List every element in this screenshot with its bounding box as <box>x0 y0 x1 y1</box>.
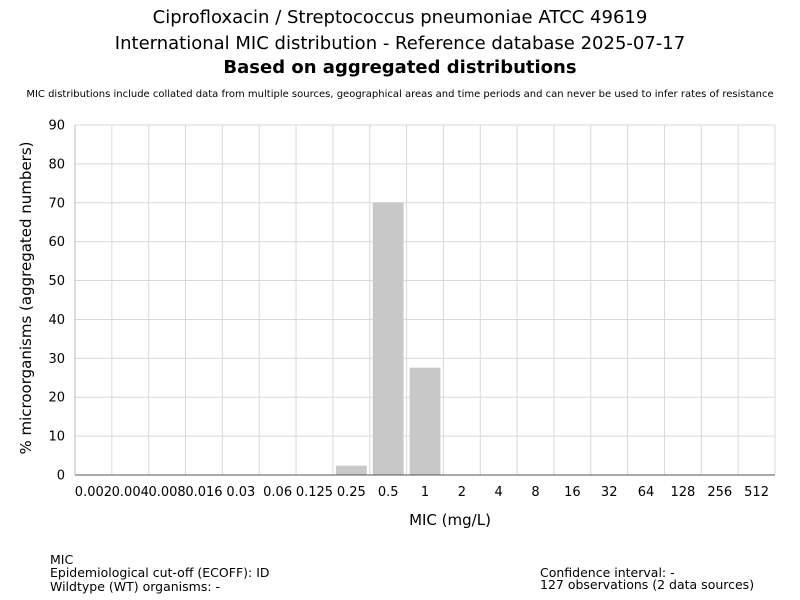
x-tick-label: 128 <box>670 485 695 500</box>
y-tick-label: 10 <box>48 430 65 445</box>
chart-subtitle-bold: Based on aggregated distributions <box>223 57 577 78</box>
x-tick-label: 0.25 <box>337 485 366 500</box>
footer-observations: 127 observations (2 data sources) <box>540 577 755 592</box>
y-tick-label: 70 <box>48 196 65 211</box>
footer-ecoff: Epidemiological cut-off (ECOFF): ID <box>50 565 270 580</box>
y-tick-label: 30 <box>48 352 65 367</box>
y-tick-label: 60 <box>48 235 65 250</box>
x-axis-title: MIC (mg/L) <box>409 511 491 529</box>
footer-mic-label: MIC <box>50 552 74 567</box>
x-tick-label: 4 <box>495 485 503 500</box>
x-tick-label: 0.016 <box>185 485 222 500</box>
y-tick-label: 90 <box>48 119 65 134</box>
x-tick-label: 64 <box>638 485 655 500</box>
footer-wildtype: Wildtype (WT) organisms: - <box>50 579 221 594</box>
x-tick-label: 2 <box>458 485 466 500</box>
y-tick-label: 80 <box>48 157 65 172</box>
x-tick-label: 512 <box>744 485 769 500</box>
y-tick-label: 50 <box>48 274 65 289</box>
chart-subtitle: International MIC distribution - Referen… <box>114 33 686 54</box>
x-tick-label: 0.004 <box>112 485 149 500</box>
y-tick-label: 20 <box>48 391 65 406</box>
chart-title: Ciprofloxacin / Streptococcus pneumoniae… <box>152 7 648 28</box>
x-tick-label: 0.002 <box>75 485 112 500</box>
footer-confidence-interval: Confidence interval: - <box>540 565 675 580</box>
y-axis-title: % microorganisms (aggregated numbers) <box>17 141 35 454</box>
x-tick-label: 8 <box>531 485 539 500</box>
x-tick-label: 0.06 <box>263 485 292 500</box>
bar-1 <box>409 367 441 475</box>
x-tick-label: 32 <box>601 485 618 500</box>
y-tick-label: 40 <box>48 313 65 328</box>
x-tick-label: 0.125 <box>296 485 333 500</box>
bar-0.5 <box>372 202 404 475</box>
x-tick-label: 256 <box>707 485 732 500</box>
x-tick-label: 0.008 <box>148 485 185 500</box>
disclaimer-note: MIC distributions include collated data … <box>26 89 774 100</box>
x-tick-label: 0.5 <box>378 485 399 500</box>
x-tick-label: 1 <box>421 485 429 500</box>
y-tick-label: 0 <box>57 469 65 484</box>
x-tick-label: 16 <box>564 485 581 500</box>
x-tick-label: 0.03 <box>226 485 255 500</box>
bar-0.25 <box>335 465 367 475</box>
